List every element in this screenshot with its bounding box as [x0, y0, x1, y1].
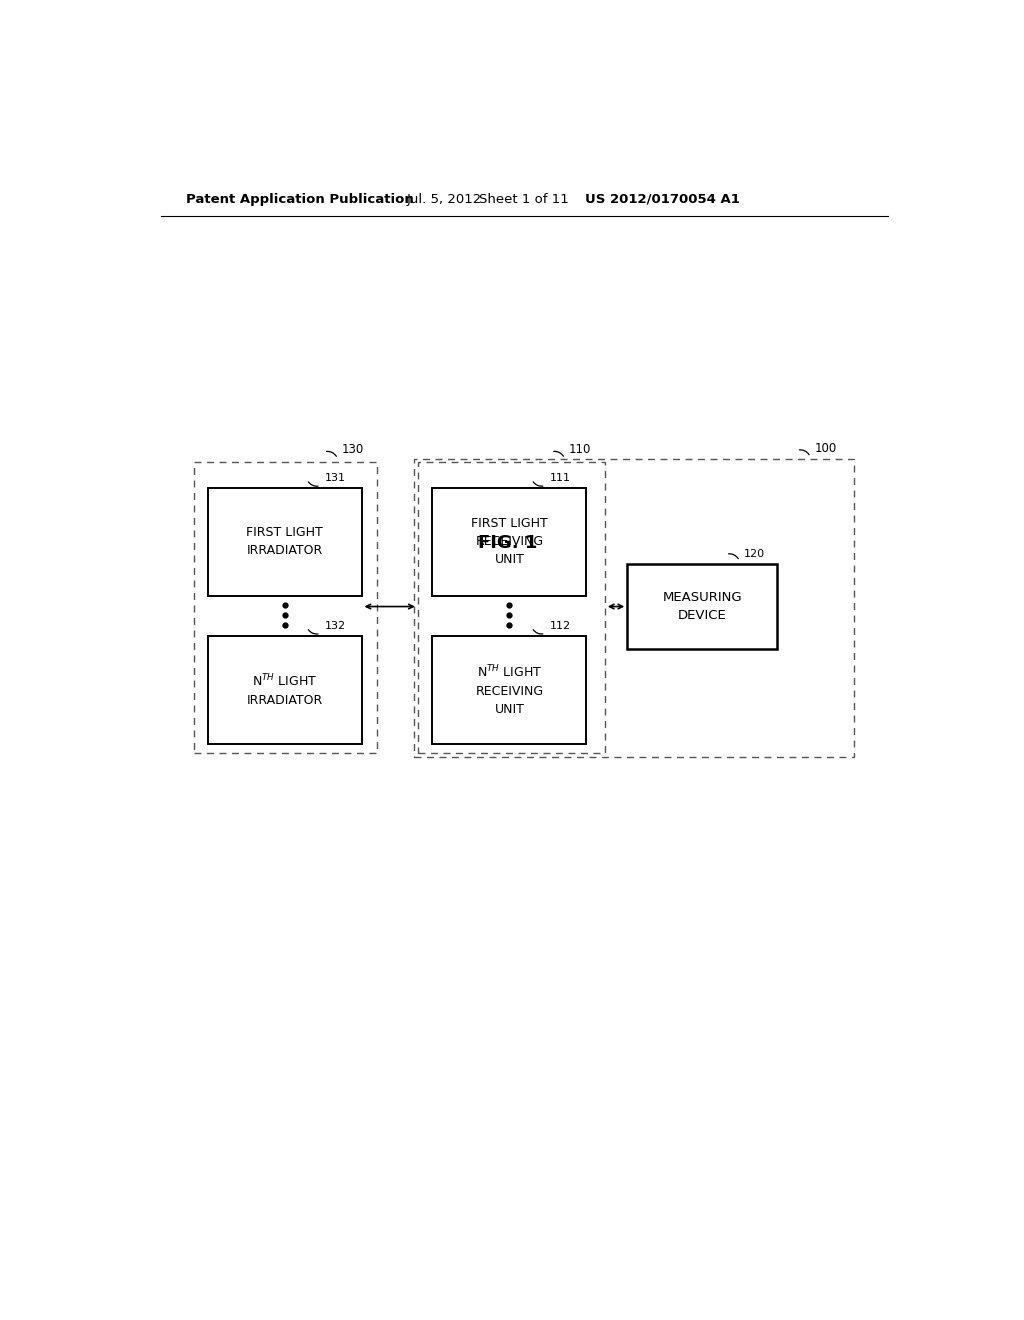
Text: 111: 111 [550, 474, 570, 483]
Bar [418, 462, 605, 752]
Bar [414, 459, 854, 758]
Text: Jul. 5, 2012: Jul. 5, 2012 [407, 193, 481, 206]
Bar [432, 636, 587, 743]
Text: 112: 112 [550, 622, 570, 631]
Text: Sheet 1 of 11: Sheet 1 of 11 [478, 193, 568, 206]
Bar [194, 462, 377, 752]
Text: Patent Application Publication: Patent Application Publication [186, 193, 414, 206]
Text: FIRST LIGHT
IRRADIATOR: FIRST LIGHT IRRADIATOR [246, 527, 323, 557]
Text: N$^{TH}$ LIGHT
IRRADIATOR: N$^{TH}$ LIGHT IRRADIATOR [247, 672, 323, 708]
Text: 110: 110 [568, 444, 591, 457]
Text: 120: 120 [743, 549, 765, 558]
Bar [628, 564, 777, 649]
Text: FIG. 1: FIG. 1 [478, 535, 538, 552]
Bar [208, 488, 361, 595]
Text: MEASURING
DEVICE: MEASURING DEVICE [663, 591, 742, 622]
Text: 131: 131 [325, 474, 346, 483]
Text: 132: 132 [325, 622, 346, 631]
Text: 100: 100 [814, 442, 837, 455]
Bar [208, 636, 361, 743]
Text: 130: 130 [342, 444, 364, 457]
Text: N$^{TH}$ LIGHT
RECEIVING
UNIT: N$^{TH}$ LIGHT RECEIVING UNIT [475, 664, 544, 715]
Text: FIRST LIGHT
RECEIVING
UNIT: FIRST LIGHT RECEIVING UNIT [471, 517, 548, 566]
Bar [432, 488, 587, 595]
Text: US 2012/0170054 A1: US 2012/0170054 A1 [585, 193, 739, 206]
